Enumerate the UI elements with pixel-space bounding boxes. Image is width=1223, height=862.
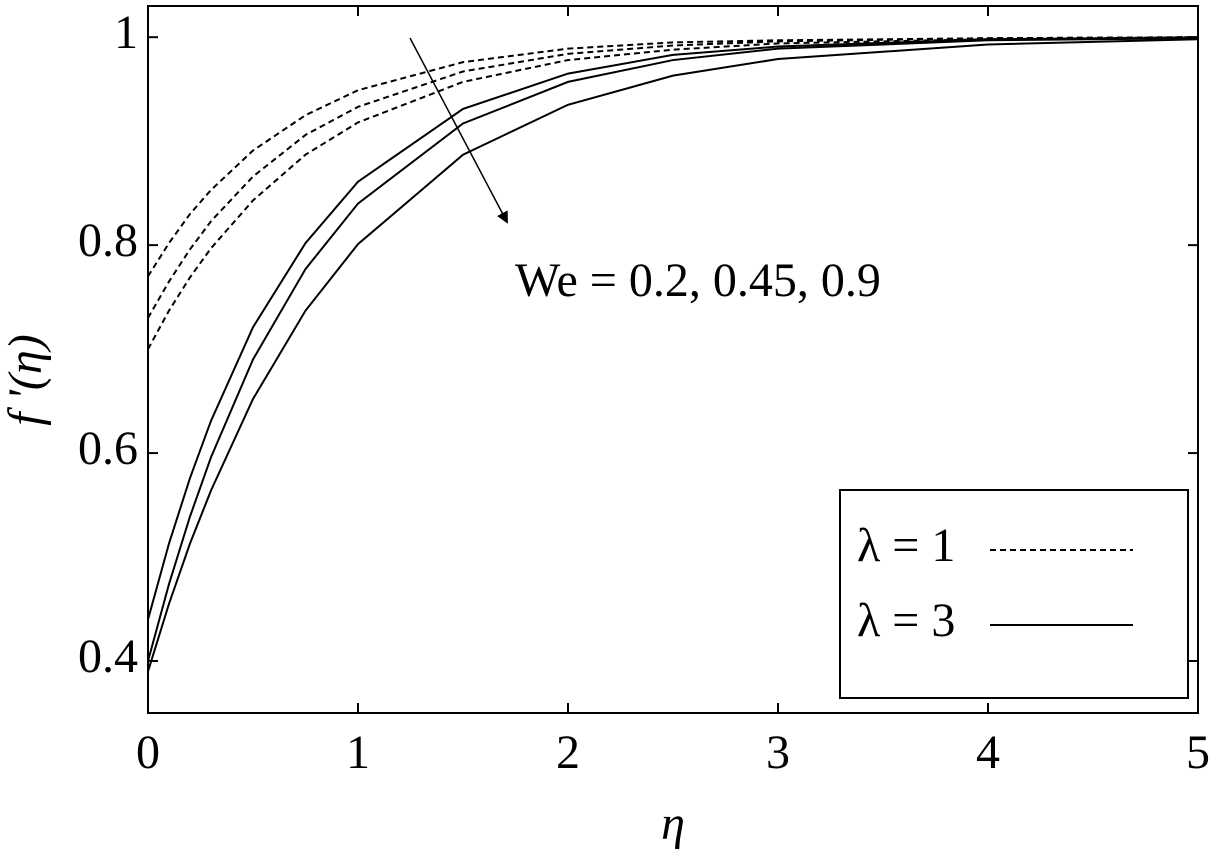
plot-frame — [147, 5, 1199, 714]
y-axis-label: f '(η) — [0, 334, 52, 425]
x-tick-label: 4 — [976, 726, 1000, 779]
data-line — [147, 38, 1199, 672]
data-line — [147, 37, 1199, 620]
x-tick-label: 3 — [766, 726, 790, 779]
data-line — [147, 36, 1199, 350]
x-tick-label: 0 — [136, 726, 160, 779]
legend-label: λ = 1 — [857, 519, 955, 572]
y-tick-label: 0.6 — [78, 422, 138, 475]
annotation-arrow — [409, 37, 508, 224]
y-tick-label: 0.8 — [78, 214, 138, 267]
y-tick-label: 1 — [114, 6, 138, 59]
x-axis-label: η — [661, 797, 685, 850]
legend-box — [839, 489, 1189, 699]
x-tick-label: 2 — [556, 726, 580, 779]
data-line — [147, 36, 1199, 277]
legend-label: λ = 3 — [857, 594, 955, 647]
annotation: We = 0.2, 0.45, 0.9 — [515, 254, 881, 307]
x-tick-label: 1 — [346, 726, 370, 779]
data-line — [147, 36, 1199, 319]
data-line — [147, 37, 1199, 662]
y-tick-label: 0.4 — [78, 630, 138, 683]
x-tick-label: 5 — [1186, 726, 1210, 779]
